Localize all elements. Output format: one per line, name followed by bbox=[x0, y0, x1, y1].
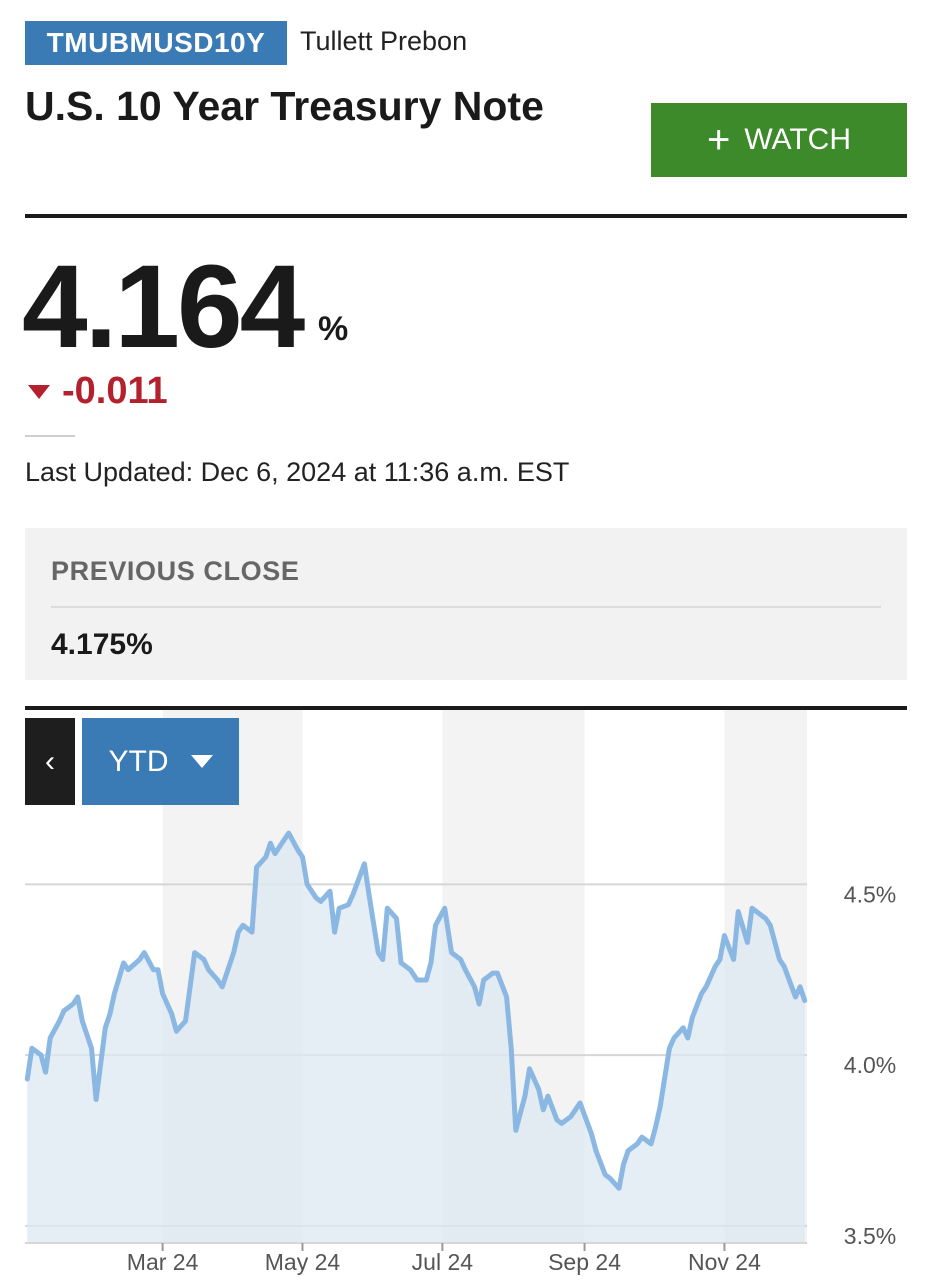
yield-chart[interactable]: 4.5% 4.0% 3.5% Mar 24 May 24 Jul 24 Sep 24 Nov … bbox=[0, 706, 932, 1280]
change-row: -0.011 bbox=[28, 370, 168, 413]
yield-chart-svg: 4.5% 4.0% 3.5% Mar 24 May 24 Jul 24 Sep 24 Nov … bbox=[24, 706, 907, 1275]
previous-close-divider bbox=[51, 606, 881, 608]
page-title: U.S. 10 Year Treasury Note bbox=[25, 83, 544, 129]
source-label: Tullett Prebon bbox=[300, 26, 468, 56]
chevron-left-icon: ‹ bbox=[45, 744, 55, 778]
y-tick-label: 4.0% bbox=[844, 1052, 896, 1078]
x-tick-label: Nov 24 bbox=[688, 1249, 761, 1275]
y-tick-label: 3.5% bbox=[844, 1223, 896, 1249]
header-divider bbox=[25, 214, 907, 218]
down-triangle-icon bbox=[28, 384, 50, 399]
chart-back-button[interactable]: ‹ bbox=[25, 718, 75, 805]
short-divider bbox=[25, 435, 75, 437]
price-value: 4.164 bbox=[22, 241, 305, 373]
previous-close-panel: PREVIOUS CLOSE 4.175% bbox=[25, 528, 907, 680]
range-select[interactable]: YTD bbox=[82, 718, 239, 805]
ticker-badge: TMUBMUSD10Y bbox=[25, 21, 287, 65]
chart-line bbox=[24, 830, 808, 1191]
last-updated: Last Updated: Dec 6, 2024 at 11:36 a.m. … bbox=[25, 457, 570, 487]
x-tick-label: Mar 24 bbox=[127, 1249, 199, 1275]
chart-area bbox=[27, 833, 805, 1243]
x-tick-label: May 24 bbox=[265, 1249, 341, 1275]
x-tick-label: Jul 24 bbox=[412, 1249, 474, 1275]
change-value: -0.011 bbox=[62, 370, 168, 412]
caret-down-icon bbox=[190, 755, 213, 768]
range-label: YTD bbox=[108, 744, 169, 778]
plus-icon: + bbox=[707, 118, 731, 162]
y-tick-label: 4.5% bbox=[844, 881, 896, 907]
previous-close-value: 4.175% bbox=[51, 628, 153, 661]
watch-label: WATCH bbox=[744, 123, 851, 156]
watch-button[interactable]: + WATCH bbox=[651, 103, 907, 177]
previous-close-label: PREVIOUS CLOSE bbox=[51, 556, 300, 586]
x-tick-label: Sep 24 bbox=[548, 1249, 621, 1275]
chart-top-divider bbox=[25, 706, 907, 710]
price-unit: % bbox=[318, 310, 349, 348]
